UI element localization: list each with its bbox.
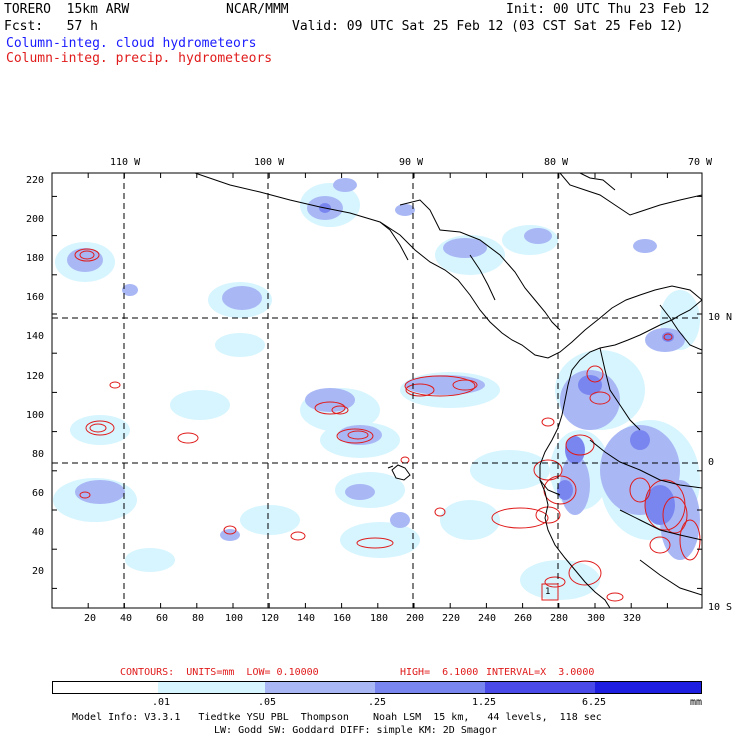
lat-label-0: 0 bbox=[708, 457, 715, 468]
x-tick: 180 bbox=[370, 613, 389, 624]
y-tick: 160 bbox=[26, 292, 45, 303]
legend-label: .25 bbox=[368, 697, 387, 708]
legend-frame bbox=[52, 681, 702, 694]
y-tick: 140 bbox=[26, 331, 45, 342]
y-tick: 100 bbox=[26, 410, 45, 421]
x-tick: 100 bbox=[225, 613, 244, 624]
legend-swatch bbox=[595, 682, 701, 694]
init-time: Init: 00 UTC Thu 23 Feb 12 bbox=[506, 2, 710, 17]
x-tick: 60 bbox=[156, 613, 169, 624]
physics-info: LW: Godd SW: Goddard DIFF: simple KM: 2D… bbox=[214, 725, 497, 736]
center-name: NCAR/MMM bbox=[226, 2, 289, 17]
lon-label-90w: 90 W bbox=[399, 157, 424, 168]
x-tick: 80 bbox=[192, 613, 205, 624]
lon-label-80w: 80 W bbox=[544, 157, 569, 168]
forecast-hour: Fcst: 57 h bbox=[4, 19, 98, 34]
x-tick: 20 bbox=[84, 613, 97, 624]
x-tick: 120 bbox=[261, 613, 280, 624]
lat-label-10n: 10 N bbox=[708, 312, 733, 323]
contour-high: HIGH= 6.1000 bbox=[400, 667, 479, 678]
contour-interval: INTERVAL=X 3.0000 bbox=[486, 667, 595, 678]
x-tick: 160 bbox=[333, 613, 352, 624]
x-tick: 240 bbox=[478, 613, 497, 624]
station-box bbox=[541, 583, 559, 601]
legend-label: .01 bbox=[152, 697, 171, 708]
x-tick: 300 bbox=[587, 613, 606, 624]
y-tick: 180 bbox=[26, 253, 45, 264]
legend-label: 6.25 bbox=[582, 697, 607, 708]
model-info: Model Info: V3.3.1 Tiedtke YSU PBL Thomp… bbox=[72, 712, 602, 723]
legend-label: 1.25 bbox=[472, 697, 497, 708]
x-tick: 200 bbox=[406, 613, 425, 624]
valid-time: Valid: 09 UTC Sat 25 Feb 12 (03 CST Sat … bbox=[292, 19, 684, 34]
y-tick: 120 bbox=[26, 371, 45, 382]
station-box-label: 1 bbox=[545, 587, 551, 597]
x-tick: 220 bbox=[442, 613, 461, 624]
x-tick: 40 bbox=[120, 613, 133, 624]
field-precip-label: Column-integ. precip. hydrometeors bbox=[6, 51, 273, 66]
map-fields bbox=[52, 173, 702, 608]
x-tick: 320 bbox=[623, 613, 642, 624]
y-tick: 220 bbox=[26, 175, 45, 186]
model-title: TORERO 15km ARW bbox=[4, 2, 130, 17]
map-frame bbox=[51, 172, 703, 609]
x-tick: 260 bbox=[514, 613, 533, 624]
contour-units: CONTOURS: UNITS=mm LOW= 0.10000 bbox=[120, 667, 319, 678]
lon-label-70w: 70 W bbox=[688, 157, 713, 168]
coastlines bbox=[194, 173, 702, 608]
lon-label-100w: 100 W bbox=[254, 157, 285, 168]
lon-label-110w: 110 W bbox=[110, 157, 141, 168]
y-tick: 200 bbox=[26, 214, 45, 225]
legend-label: .05 bbox=[258, 697, 277, 708]
y-tick: 40 bbox=[32, 527, 45, 538]
x-tick: 140 bbox=[297, 613, 316, 624]
graticule bbox=[52, 173, 702, 608]
legend-unit: mm bbox=[690, 697, 703, 708]
field-cloud-label: Column-integ. cloud hydrometeors bbox=[6, 36, 257, 51]
y-tick: 60 bbox=[32, 488, 45, 499]
lat-label-10s: 10 S bbox=[708, 602, 733, 613]
y-tick: 80 bbox=[32, 449, 45, 460]
axis-ticks bbox=[52, 173, 702, 608]
x-tick: 280 bbox=[550, 613, 569, 624]
precip-contours bbox=[74, 248, 701, 602]
y-tick: 20 bbox=[32, 566, 45, 577]
